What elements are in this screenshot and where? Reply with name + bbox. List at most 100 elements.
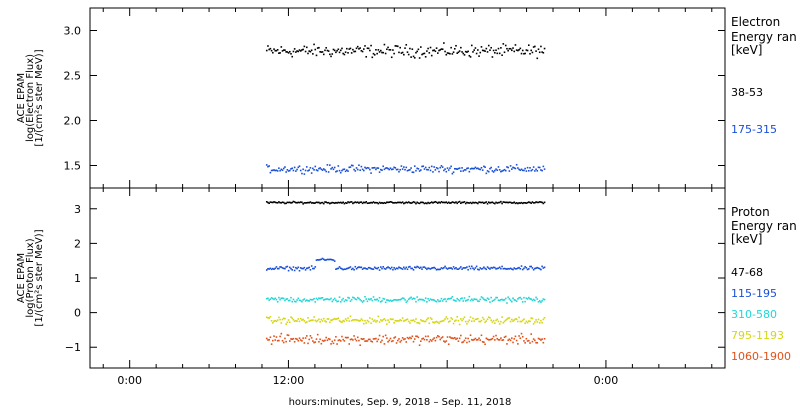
data-point [416, 201, 418, 204]
data-point [292, 337, 295, 340]
data-point [293, 340, 296, 343]
data-point [296, 299, 298, 301]
data-point [286, 334, 289, 336]
data-point [494, 266, 496, 269]
data-point [501, 339, 503, 342]
data-point [467, 337, 469, 340]
data-point [410, 267, 412, 270]
data-point [272, 339, 274, 342]
data-point [274, 297, 277, 300]
data-point [285, 323, 287, 325]
data-point [302, 318, 304, 321]
data-point [407, 53, 410, 56]
data-point [398, 51, 400, 54]
data-point [492, 335, 495, 338]
data-point [273, 48, 275, 50]
data-point [272, 51, 274, 54]
data-point [450, 317, 452, 319]
data-point [455, 266, 457, 269]
data-point [517, 267, 519, 269]
data-point [456, 297, 459, 300]
data-point [388, 339, 391, 342]
data-point [392, 168, 394, 170]
data-point [478, 337, 480, 340]
data-point [388, 267, 391, 269]
data-point [511, 168, 513, 170]
data-point [342, 297, 344, 300]
data-point [287, 299, 290, 302]
data-point [487, 298, 490, 301]
data-point [495, 319, 497, 322]
data-point [390, 318, 393, 321]
data-point [394, 336, 397, 338]
data-point [480, 296, 483, 298]
data-point [361, 268, 364, 270]
data-point [520, 265, 523, 267]
data-point [399, 201, 401, 204]
data-point [535, 168, 537, 171]
data-point [451, 172, 454, 175]
data-point [433, 299, 435, 301]
data-point [535, 267, 537, 269]
data-point [504, 297, 507, 300]
y-axis-title: ACE EPAM [16, 73, 27, 123]
data-point [384, 268, 387, 270]
data-point [320, 168, 323, 171]
legend-title: Electron [731, 15, 780, 29]
data-point [449, 202, 451, 204]
data-point [353, 319, 355, 321]
data-point [389, 167, 392, 169]
data-point [415, 318, 417, 320]
data-point [265, 200, 268, 203]
data-point [538, 338, 541, 340]
data-point [388, 168, 391, 171]
data-point [502, 169, 505, 172]
data-point [536, 321, 539, 323]
data-point [394, 319, 397, 322]
data-point [330, 202, 332, 204]
data-point [415, 266, 417, 269]
y-axis-title: ACE EPAM [16, 253, 27, 303]
data-point [506, 318, 508, 321]
data-point [543, 201, 546, 204]
data-point [299, 339, 302, 341]
data-point [455, 338, 457, 341]
data-point [520, 298, 523, 300]
data-point [396, 45, 399, 48]
data-point [452, 337, 455, 340]
data-point [490, 46, 492, 49]
data-point [338, 169, 341, 172]
data-point [369, 49, 371, 52]
data-point [332, 318, 335, 321]
data-point [370, 340, 372, 343]
data-point [478, 320, 480, 323]
data-point [318, 318, 320, 321]
data-point [538, 322, 541, 324]
data-point [339, 201, 342, 204]
legend-entry: 1060-1900 [731, 350, 791, 363]
data-point [498, 52, 501, 55]
data-point [452, 201, 455, 204]
data-point [464, 300, 467, 302]
data-point [274, 339, 277, 341]
data-point [521, 268, 524, 271]
data-point [501, 54, 503, 57]
data-point [365, 56, 368, 58]
data-point [355, 339, 358, 342]
data-point [330, 343, 332, 345]
legend-title: [keV] [731, 232, 762, 246]
data-point [423, 52, 426, 55]
data-point [428, 52, 431, 54]
data-point [429, 338, 432, 341]
data-point [365, 322, 368, 324]
data-point [375, 321, 377, 323]
data-point [435, 336, 438, 339]
y-tick-label: −1 [65, 341, 81, 354]
data-point [321, 296, 324, 299]
data-point [361, 319, 364, 322]
data-point [531, 168, 534, 171]
data-point [432, 321, 434, 323]
data-point [308, 320, 311, 322]
data-point [439, 166, 442, 169]
